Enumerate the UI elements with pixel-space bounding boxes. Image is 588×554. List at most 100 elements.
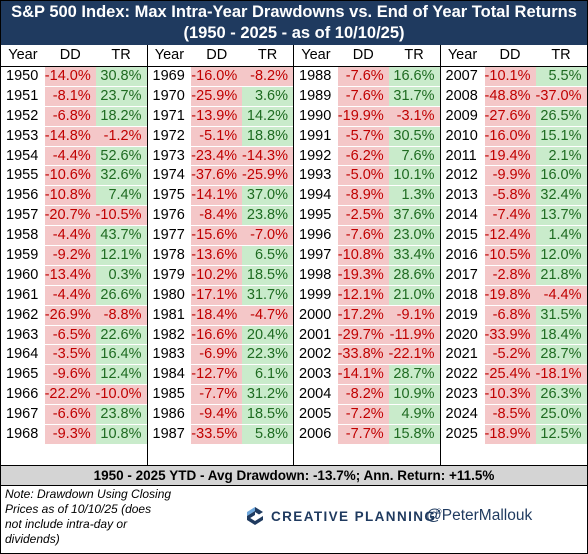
drawdown-cell: -6.6% [44, 405, 96, 425]
total-return-cell: -3.1% [388, 106, 440, 126]
total-return-cell: -9.1% [388, 305, 440, 325]
dd-header: DD [206, 47, 228, 63]
table-header: Year DD TR [147, 45, 293, 67]
year-cell: 2009 [440, 106, 485, 126]
drawdown-cell: -12.1% [337, 285, 389, 305]
table-row: 2013 -5.8% 32.4% [440, 186, 587, 207]
table-row: 2014 -7.4% 13.7% [440, 206, 587, 227]
year-cell: 2019 [440, 305, 485, 325]
year-cell: 1993 [294, 166, 338, 186]
year-cell: 2014 [440, 206, 485, 226]
total-return-cell: -4.7% [242, 305, 293, 325]
table-row: 2001 -29.7% -11.9% [294, 325, 440, 346]
drawdown-cell: -5.1% [191, 126, 243, 146]
total-return-cell: 31.7% [242, 285, 293, 305]
drawdown-cell: -14.1% [191, 186, 243, 206]
year-cell: 2016 [440, 246, 485, 265]
total-return-cell: 16.6% [388, 67, 440, 86]
total-return-cell: 37.0% [242, 186, 293, 206]
year-cell: 1950 [1, 67, 45, 86]
total-return-cell: -7.0% [242, 226, 293, 246]
year-cell: 1982 [147, 325, 192, 345]
year-cell: 2000 [294, 305, 338, 325]
total-return-cell: 10.9% [388, 385, 440, 405]
year-cell: 1956 [1, 186, 45, 206]
drawdown-cell: -7.6% [337, 86, 389, 106]
footnote-line: dividends) [5, 532, 60, 546]
drawdown-cell: -8.4% [191, 206, 243, 226]
drawdown-cell: -33.5% [191, 425, 243, 444]
table-block: Year DD TR 1950 -14.0% 30.8% 1951 -8.1% 23.7% 195… [1, 45, 148, 465]
table-row: 1955 -10.6% 32.6% [1, 166, 147, 187]
year-cell: 2012 [440, 166, 485, 186]
table-row: 2015 -12.4% 1.4% [440, 226, 587, 247]
year-cell: 1960 [1, 265, 45, 285]
drawdown-cell: -3.5% [44, 345, 96, 365]
table-row: 1986 -9.4% 18.5% [147, 405, 293, 426]
year-cell: 1984 [147, 365, 192, 385]
year-cell: 1974 [147, 166, 192, 186]
year-cell: 1969 [147, 67, 192, 86]
drawdown-cell: -5.0% [337, 166, 389, 186]
table-row: 1990 -19.9% -3.1% [294, 106, 440, 127]
table-row: 1954 -4.4% 52.6% [1, 146, 147, 167]
table-row: 1984 -12.7% 6.1% [147, 365, 293, 386]
table-row: 2009 -27.6% 26.5% [440, 106, 587, 127]
table-row: 2020 -33.9% 18.4% [440, 325, 587, 346]
brand-name: CREATIVE PLANNING® [271, 508, 443, 524]
drawdown-cell: -27.6% [484, 106, 536, 126]
year-cell: 1958 [1, 226, 45, 246]
table-row: 2022 -25.4% -18.1% [440, 365, 587, 386]
table-row: 1953 -14.8% -1.2% [1, 126, 147, 147]
year-cell: 2018 [440, 285, 485, 305]
total-return-cell: 18.8% [242, 126, 293, 146]
drawdown-cell: -10.5% [484, 246, 536, 265]
year-cell: 1954 [1, 146, 45, 166]
drawdown-cell: -10.1% [484, 67, 536, 86]
table-row: 1966 -22.2% -10.0% [1, 385, 147, 406]
year-cell: 1996 [294, 226, 338, 246]
drawdown-cell: -14.1% [337, 365, 389, 385]
total-return-cell: -37.0% [535, 86, 587, 106]
table-row: 2011 -19.4% 2.1% [440, 146, 587, 167]
total-return-cell: 3.6% [242, 86, 293, 106]
drawdown-cell: -13.4% [44, 265, 96, 285]
year-cell: 1991 [294, 126, 338, 146]
table-row: 1969 -16.0% -8.2% [147, 67, 293, 87]
total-return-cell: 18.4% [535, 325, 587, 345]
table-row: 1978 -13.6% 6.5% [147, 246, 293, 266]
total-return-cell: 23.7% [95, 86, 147, 106]
table-row: 1996 -7.6% 23.0% [294, 226, 440, 247]
year-cell: 1994 [294, 186, 338, 206]
total-return-cell: -4.4% [535, 285, 587, 305]
year-cell: 2024 [440, 405, 485, 425]
total-return-cell: 18.5% [242, 265, 293, 285]
total-return-cell: 28.6% [388, 265, 440, 285]
creative-planning-logo-icon [247, 507, 263, 525]
drawdown-cell: -10.2% [191, 265, 243, 285]
total-return-cell: 16.4% [95, 345, 147, 365]
dd-header: DD [352, 47, 374, 63]
year-cell: 1988 [294, 67, 338, 86]
tr-header: TR [111, 47, 131, 63]
year-cell: 1973 [147, 146, 192, 166]
table-row: 2021 -5.2% 28.7% [440, 345, 587, 366]
table-row: 1981 -18.4% -4.7% [147, 305, 293, 326]
total-return-cell: 31.7% [388, 86, 440, 106]
drawdown-cell: -16.0% [484, 126, 536, 146]
drawdown-cell: -9.3% [44, 425, 96, 444]
year-cell: 1972 [147, 126, 192, 146]
year-cell: 2025 [440, 425, 485, 444]
year-cell: 1986 [147, 405, 192, 425]
drawdown-cell: -19.3% [337, 265, 389, 285]
drawdown-cell: -10.8% [337, 246, 389, 265]
drawdown-cell: -17.2% [337, 305, 389, 325]
table-row: 1991 -5.7% 30.5% [294, 126, 440, 147]
table-row: 2024 -8.5% 25.0% [440, 405, 587, 426]
drawdown-cell: -25.9% [191, 86, 243, 106]
footnote: Note: Drawdown Using Closing Prices as o… [5, 487, 205, 547]
table-block: Year DD TR 1988 -7.6% 16.6% 1989 -7.6% 31.7% 1990… [294, 45, 441, 465]
drawdown-cell: -18.4% [191, 305, 243, 325]
table-row: 1957 -20.7% -10.5% [1, 206, 147, 227]
year-cell: 2011 [440, 146, 485, 166]
